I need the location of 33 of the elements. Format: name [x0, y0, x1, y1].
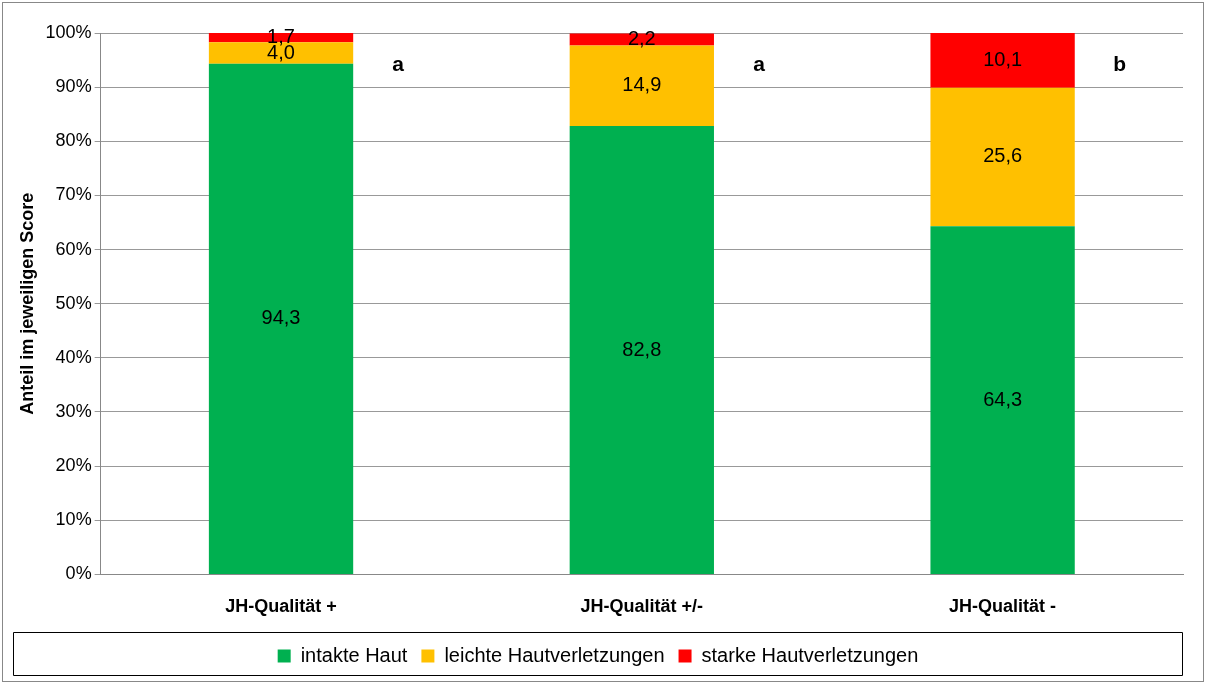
data-label: 25,6: [983, 144, 1023, 167]
y-tick-label: 0%: [65, 563, 92, 584]
y-tick-label: 20%: [55, 455, 92, 476]
bar: [930, 33, 1075, 88]
bar: [930, 226, 1075, 574]
data-label: 10,1: [983, 47, 1023, 70]
bar: [930, 87, 1075, 227]
y-tick-label: 50%: [55, 292, 92, 313]
data-label: 82,8: [622, 337, 662, 360]
y-tick-label: 10%: [55, 509, 92, 530]
data-label: 2,2: [627, 27, 656, 50]
y-tick-label: 100%: [45, 21, 92, 42]
legend-label: intakte Haut: [300, 643, 408, 666]
x-tick-label: JH-Qualität +/-: [580, 596, 704, 617]
y-tick-label: 40%: [55, 346, 92, 367]
x-tick-label: JH-Qualität -: [949, 596, 1057, 617]
annotation: a: [753, 51, 766, 75]
annotation: b: [1113, 51, 1127, 75]
y-tick-label: 30%: [55, 400, 92, 421]
y-axis-title: Anteil im jeweiligen Score: [16, 192, 37, 415]
annotation: a: [392, 51, 405, 75]
y-tick-label: 60%: [55, 238, 92, 259]
y-tick-label: 90%: [55, 76, 92, 97]
x-tick-label: JH-Qualität +: [225, 596, 337, 617]
y-tick-label: 70%: [55, 184, 92, 205]
legend-label: starke Hautverletzungen: [701, 643, 919, 666]
legend-label: leichte Hautverletzungen: [444, 643, 665, 666]
data-label: 64,3: [983, 387, 1023, 410]
bar: [569, 126, 714, 574]
y-tick-label: 80%: [55, 130, 92, 151]
bar: [208, 63, 354, 574]
data-label: 94,3: [261, 306, 301, 329]
data-label: 14,9: [622, 73, 662, 96]
